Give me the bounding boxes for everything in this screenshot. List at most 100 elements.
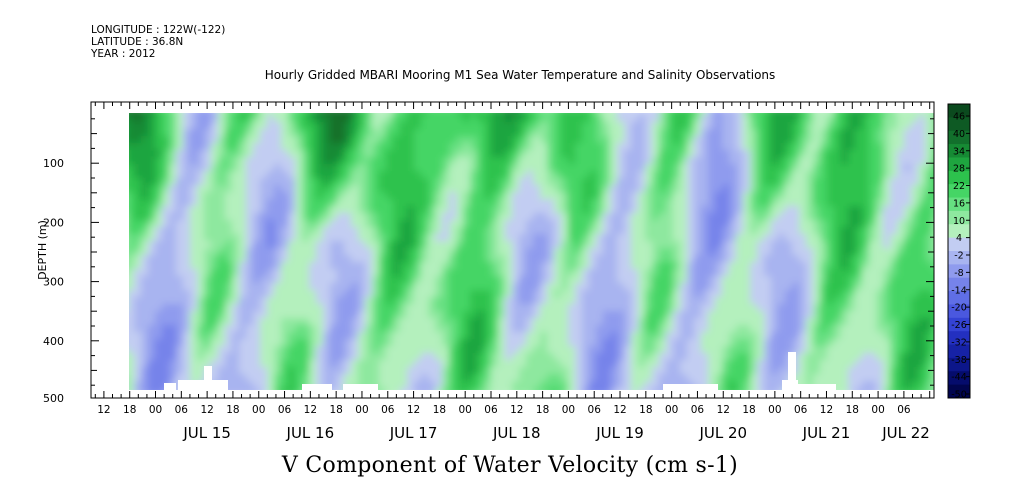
heat-cell (442, 360, 450, 368)
heat-cell (491, 276, 499, 284)
heat-cell (281, 353, 289, 361)
heat-cell (862, 388, 870, 390)
heat-cell (750, 332, 758, 340)
heat-cell (505, 234, 513, 242)
heat-cell (582, 248, 590, 256)
heat-cell (316, 374, 324, 382)
heat-cell (701, 185, 709, 193)
heat-cell (806, 248, 814, 256)
heat-cell (512, 227, 520, 235)
heat-cell (890, 276, 898, 284)
heat-cell (337, 276, 345, 284)
heat-cell (561, 353, 569, 361)
heat-cell (435, 206, 443, 214)
heat-cell (134, 248, 142, 256)
heat-cell (799, 234, 807, 242)
heat-cell (365, 171, 373, 179)
heat-cell (190, 283, 198, 291)
heat-cell (134, 269, 142, 277)
heat-cell (498, 262, 506, 270)
heat-cell (666, 192, 674, 200)
heat-cell (547, 220, 555, 228)
heat-cell (155, 381, 163, 389)
heat-cell (302, 374, 310, 382)
heat-cell (190, 199, 198, 207)
heat-cell (764, 283, 772, 291)
latitude-label: LATITUDE : 36.8N (91, 36, 184, 48)
heat-cell (358, 234, 366, 242)
heat-cell (253, 276, 261, 284)
heat-cell (239, 255, 247, 263)
heat-cell (897, 113, 905, 116)
heat-cell (407, 318, 415, 326)
heat-cell (764, 143, 772, 151)
heat-cell (477, 206, 485, 214)
heat-cell (827, 346, 835, 354)
heat-cell (813, 325, 821, 333)
heat-cell (855, 136, 863, 144)
heat-cell (169, 248, 177, 256)
heat-cell (855, 115, 863, 123)
heat-cell (421, 150, 429, 158)
heat-cell (729, 199, 737, 207)
heat-cell (337, 213, 345, 221)
heat-cell (918, 199, 926, 207)
heat-cell (540, 388, 548, 390)
heat-cell (666, 262, 674, 270)
heat-cell (155, 276, 163, 284)
heat-cell (470, 185, 478, 193)
heat-cell (344, 276, 352, 284)
heat-cell (330, 220, 338, 228)
heat-cell (869, 367, 877, 375)
heat-cell (129, 129, 135, 137)
heat-cell (876, 318, 884, 326)
heat-cell (603, 185, 611, 193)
heat-cell (302, 213, 310, 221)
heat-cell (337, 150, 345, 158)
heat-cell (176, 150, 184, 158)
heat-cell (421, 311, 429, 319)
heat-cell (498, 269, 506, 277)
heat-cell (295, 227, 303, 235)
heat-cell (736, 220, 744, 228)
heat-cell (876, 122, 884, 130)
heat-cell (183, 255, 191, 263)
heat-cell (596, 143, 604, 151)
heat-cell (687, 113, 695, 116)
heat-cell (764, 276, 772, 284)
heat-cell (477, 157, 485, 165)
heat-cell (834, 115, 842, 123)
heat-cell (316, 178, 324, 186)
heat-cell (337, 381, 345, 389)
heat-cell (834, 150, 842, 158)
heat-cell (736, 339, 744, 347)
heat-cell (848, 367, 856, 375)
heat-cell (281, 227, 289, 235)
heat-cell (540, 353, 548, 361)
heat-cell (393, 122, 401, 130)
heat-cell (841, 150, 849, 158)
heat-cell (617, 164, 625, 172)
heat-cell (729, 136, 737, 144)
heat-cell (568, 227, 576, 235)
heat-cell (239, 290, 247, 298)
heat-cell (862, 113, 870, 116)
heat-cell (442, 283, 450, 291)
heat-cell (848, 318, 856, 326)
heat-cell (876, 115, 884, 123)
heat-cell (456, 157, 464, 165)
heat-cell (834, 297, 842, 305)
heat-cell (939, 178, 947, 186)
heat-cell (848, 255, 856, 263)
heat-cell (267, 150, 275, 158)
heat-cell (715, 213, 723, 221)
heat-cell (351, 297, 359, 305)
heat-cell (484, 199, 492, 207)
heat-cell (561, 143, 569, 151)
heat-cell (162, 241, 170, 249)
heat-cell (407, 113, 415, 116)
heat-cell (323, 276, 331, 284)
heat-cell (904, 388, 912, 390)
heat-cell (456, 192, 464, 200)
heat-cell (883, 115, 891, 123)
